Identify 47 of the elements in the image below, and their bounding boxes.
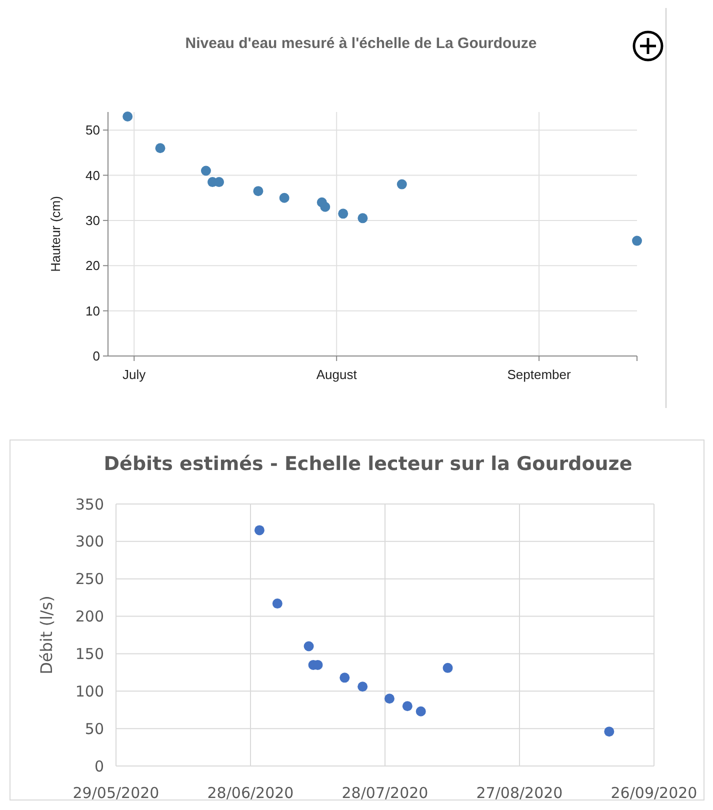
y-tick-label: 250 [75,570,104,588]
y-tick-label: 0 [94,757,104,776]
y-tick-label: 100 [75,682,104,700]
x-tick-label: 26/09/2020 [610,784,698,802]
y-tick-label: 40 [86,168,100,183]
point [200,166,211,176]
x-tick-label: July [122,367,146,382]
point [279,192,290,203]
x-tick-label: September [507,367,572,382]
y-tick-label: 150 [75,644,104,663]
y-tick-label: 300 [75,532,104,551]
point [272,598,282,609]
y-axis-title: Débit (l/s) [37,596,56,674]
y-tick-label: 30 [86,212,100,228]
point [358,682,368,692]
point [320,202,330,212]
point [384,694,394,704]
x-tick-label: 29/05/2020 [72,784,160,802]
point [632,236,642,246]
point [358,213,368,224]
point [340,672,350,683]
y-tick-label: 50 [86,122,100,138]
x-tick-label: 28/07/2020 [342,784,428,802]
x-tick-label: 27/08/2020 [476,784,563,802]
point [254,525,264,536]
point [155,143,166,154]
x-tick-label: 28/06/2020 [207,784,294,802]
point [214,177,224,188]
x-tick-label: August [316,367,358,382]
y-tick-label: 200 [75,608,104,626]
y-tick-label: 10 [86,303,100,318]
y-tick-label: 0 [92,348,100,364]
y-tick-label: 20 [86,258,100,274]
point [253,186,264,196]
y-tick-label: 50 [84,720,104,738]
point [122,112,133,122]
point [442,662,453,673]
y-axis-title: Hauteur (cm) [48,196,63,272]
point [416,706,426,716]
point [402,701,412,712]
chart-title: Niveau d'eau mesuré à l'échelle de La Gourdouze [185,35,537,52]
point [304,641,314,652]
chart-title: Débits estimés - Echelle lecteur sur la Gourdouze [104,453,632,475]
point [396,179,407,190]
point [604,726,614,737]
point [338,208,348,219]
y-tick-label: 350 [75,495,104,514]
